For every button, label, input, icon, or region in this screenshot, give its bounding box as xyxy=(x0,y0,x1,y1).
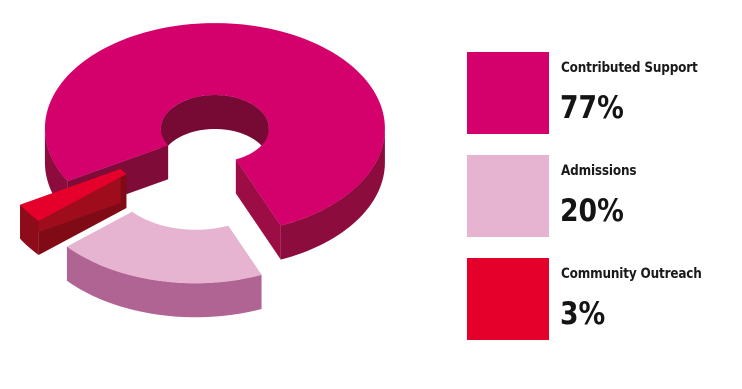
cut-face-contributed-support-end xyxy=(235,159,281,260)
legend-item-community-outreach: Community Outreach 3% xyxy=(467,258,737,361)
outer-wall-admissions xyxy=(66,246,262,318)
inner-wall-contributed-support xyxy=(160,94,269,163)
legend-value-contributed-support: 77% xyxy=(560,90,624,126)
legend-swatch-admissions xyxy=(467,155,549,237)
pie-slices xyxy=(20,23,385,318)
slice-contributed-support xyxy=(44,23,385,226)
legend-item-admissions: Admissions 20% xyxy=(467,155,737,258)
legend-swatch-contributed-support xyxy=(467,52,549,134)
legend-value-community-outreach: 3% xyxy=(560,296,606,332)
legend-swatch-community-outreach xyxy=(467,258,549,340)
legend-label-contributed-support: Contributed Support xyxy=(561,60,698,76)
slice-admissions xyxy=(66,211,262,284)
legend-value-admissions: 20% xyxy=(560,193,624,229)
outer-wall-community-outreach xyxy=(20,204,39,255)
legend-label-community-outreach: Community Outreach xyxy=(561,266,702,282)
legend-label-admissions: Admissions xyxy=(561,163,637,179)
outer-wall-contributed-support xyxy=(280,128,385,260)
legend-item-contributed-support: Contributed Support 77% xyxy=(467,52,737,155)
slice-community-outreach xyxy=(20,168,127,221)
legend: Contributed Support 77% Admissions 20% C… xyxy=(467,52,737,361)
